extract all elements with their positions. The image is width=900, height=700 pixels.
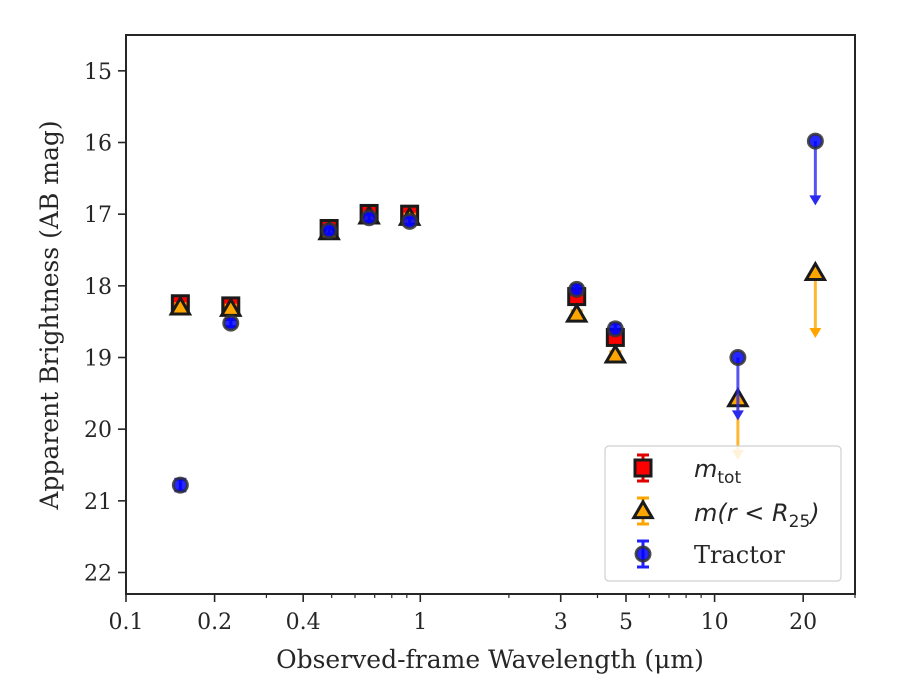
- legend-label-mr25: m(r < R25): [694, 499, 820, 532]
- y-tick-label: 16: [84, 132, 112, 157]
- series-circle: [171, 132, 824, 494]
- legend: mtot m(r < R25) Tractor: [604, 445, 842, 582]
- x-axis-label: Observed-frame Wavelength (μm): [276, 645, 704, 674]
- data-point-triangle: [603, 343, 628, 364]
- data-points: [168, 132, 828, 494]
- data-point-circle: [171, 476, 189, 494]
- y-tick-label: 21: [84, 490, 112, 515]
- data-point-circle: [729, 349, 747, 366]
- x-tick-label: 20: [789, 610, 817, 635]
- y-tick-label: 15: [84, 60, 112, 85]
- upper-limit-arrowhead: [809, 195, 822, 206]
- legend-mtot-sub: tot: [717, 468, 741, 488]
- data-point-circle: [222, 314, 240, 332]
- data-point-circle: [360, 209, 378, 227]
- y-tick-label: 22: [84, 562, 112, 587]
- x-tick-label: 5: [619, 610, 633, 635]
- data-point-triangle: [564, 302, 589, 323]
- legend-marker-triangle: [631, 498, 655, 520]
- legend-label-tractor: Tractor: [694, 541, 785, 569]
- legend-mtot-main: m: [694, 455, 717, 483]
- legend-mr25-main: m(r < R: [694, 499, 789, 527]
- y-tick-label: 17: [84, 203, 112, 228]
- data-point-circle: [320, 222, 338, 240]
- x-tick-label: 0.2: [197, 610, 232, 635]
- data-point-triangle: [803, 260, 828, 282]
- legend-marker-square: [633, 458, 653, 478]
- legend-markers: [631, 453, 655, 569]
- x-tick-label: 1: [413, 610, 427, 635]
- x-tick-label: 3: [554, 610, 568, 635]
- upper-limit-arrowhead: [731, 410, 744, 421]
- data-point-circle: [568, 280, 586, 298]
- data-point-circle: [806, 132, 824, 150]
- axis-ticks: 0.1 0.2 0.4 1 3 5 10 20 15 16 17 18 19 20 21 22: [84, 60, 856, 635]
- y-axis-label: Apparent Brightness (AB mag): [35, 120, 64, 510]
- data-point-circle: [401, 212, 419, 230]
- x-tick-label: 0.1: [109, 610, 144, 635]
- legend-marker-circle: [634, 545, 652, 563]
- legend-mr25-tail: ): [808, 499, 819, 527]
- data-point-circle: [606, 320, 624, 338]
- y-tick-label: 18: [84, 275, 112, 300]
- plot-frame: [125, 34, 856, 595]
- y-tick-label: 20: [84, 418, 112, 443]
- upper-limit-arrowhead: [809, 328, 822, 338]
- legend-mr25-sub: 25: [789, 512, 811, 532]
- x-tick-label: 10: [701, 610, 729, 635]
- legend-label-mtot: mtot: [694, 455, 741, 488]
- data-point-triangle: [168, 295, 193, 316]
- legend-box: [604, 445, 842, 582]
- x-tick-label: 0.4: [286, 610, 321, 635]
- y-tick-label: 19: [84, 347, 112, 372]
